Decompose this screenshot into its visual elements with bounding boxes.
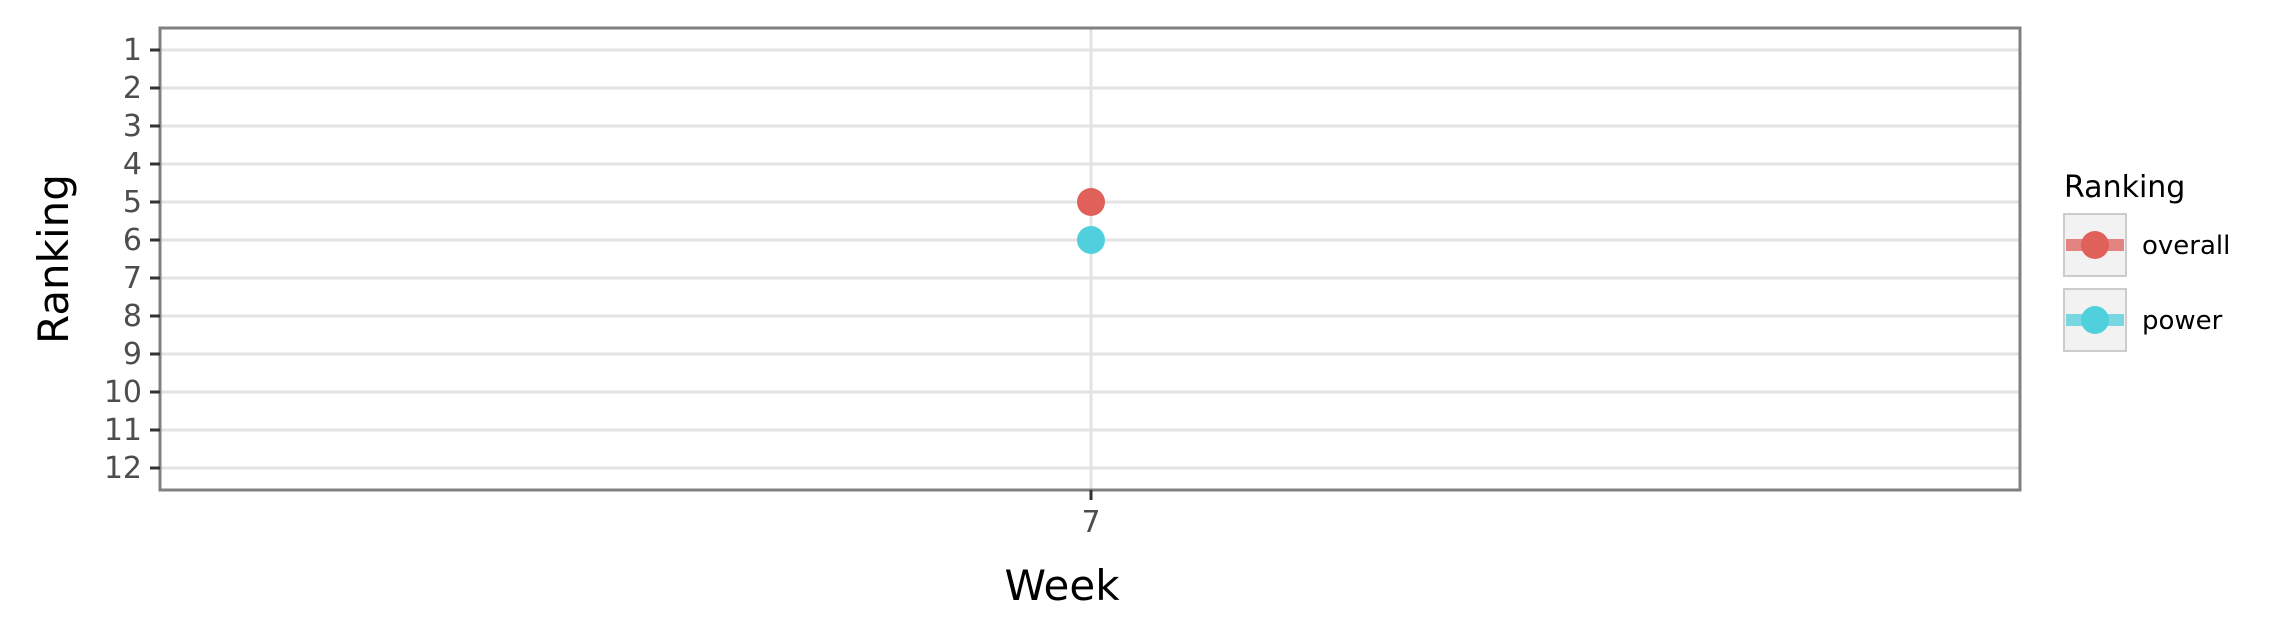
x-tick-label: 7 [1081,505,1100,540]
y-tick-label: 3 [123,109,142,144]
x-axis: 7 [1081,490,1101,540]
y-tick-label: 10 [104,375,142,410]
y-tick-label: 7 [123,261,142,296]
data-point-power [1077,226,1105,254]
x-axis-title: Week [1004,561,1120,610]
y-tick-label: 4 [123,147,142,182]
legend-label-overall: overall [2142,231,2230,261]
legend-key-point [2081,231,2109,259]
y-tick-label: 6 [123,223,142,258]
legend: Ranking overall power [2063,170,2230,352]
y-tick-label: 11 [104,413,142,448]
legend-label-power: power [2142,306,2223,336]
y-tick-label: 8 [123,299,142,334]
y-tick-label: 1 [123,33,142,68]
y-tick-label: 12 [104,451,142,486]
data-series [1077,188,1105,254]
legend-title: Ranking [2064,170,2185,205]
data-point-overall [1077,188,1105,216]
y-tick-label: 2 [123,71,142,106]
y-tick-label: 9 [123,337,142,372]
legend-key-point [2081,306,2109,334]
y-tick-label: 5 [123,185,142,220]
y-axis-title: Ranking [29,174,78,344]
